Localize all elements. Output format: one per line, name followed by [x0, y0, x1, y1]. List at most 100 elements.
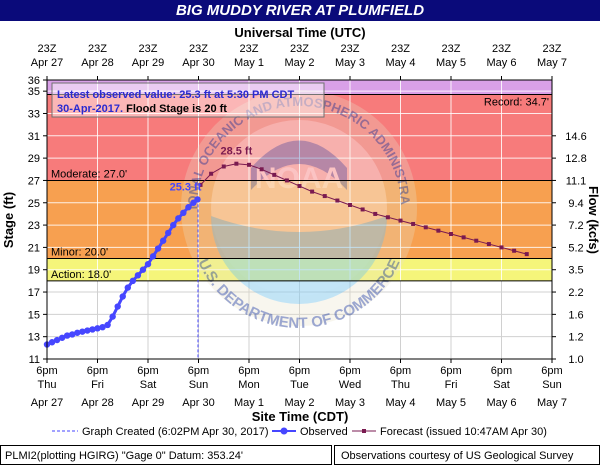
top-axis-title: Universal Time (UTC) — [234, 25, 365, 40]
bottom-tick-label-date: May 7 — [537, 397, 567, 409]
forecast-point — [524, 252, 529, 257]
bottom-tick-label-day: Sat — [493, 379, 510, 391]
observed-point — [58, 334, 66, 341]
bottom-tick-label-day: Mon — [238, 379, 259, 391]
bottom-tick-label-day: Sun — [542, 379, 562, 391]
legend-graph-created-label: Graph Created (6:02PM Apr 30, 2017) — [82, 426, 269, 438]
top-tick-label-date: May 2 — [285, 57, 315, 69]
observed-point — [194, 196, 201, 203]
info-latest-observed: Latest observed value: 25.3 ft at 5:30 P… — [57, 89, 294, 101]
bottom-tick-label-day: Thu — [38, 379, 57, 391]
bottom-tick-label-day: Tue — [290, 379, 309, 391]
y2-tick-label: 1.0 — [568, 354, 583, 366]
top-tick-label-time: 23Z — [391, 43, 410, 55]
data-series: 25.3 ft 28.5 ft — [43, 146, 529, 359]
observed-point — [48, 339, 56, 346]
top-tick-label-date: May 3 — [335, 57, 365, 69]
bottom-tick-label-time: 6pm — [188, 365, 209, 377]
forecast-point — [272, 172, 277, 177]
bottom-tick-label-time: 6pm — [137, 365, 158, 377]
observed-point — [165, 229, 172, 237]
forecast-point — [259, 167, 264, 172]
seal-outer-ring — [181, 90, 417, 326]
y-tick-label: 29 — [28, 153, 40, 165]
footer-right-text: Observations courtesy of US Geological S… — [341, 450, 574, 462]
observed-point — [79, 328, 86, 335]
axis-labels: Universal Time (UTC) Site Time (CDT) Stage… — [1, 25, 600, 424]
forecast-point — [284, 178, 289, 183]
observed-point — [134, 272, 142, 279]
top-tick-label-time: 23Z — [492, 43, 511, 55]
top-tick-label-time: 23Z — [38, 43, 57, 55]
bottom-tick-label-day: Sun — [189, 379, 209, 391]
forecast-point — [461, 235, 466, 240]
y2-tick-label: 14.6 — [565, 131, 586, 143]
bottom-tick-label-time: 6pm — [87, 365, 108, 377]
bottom-tick-label-date: May 4 — [386, 397, 416, 409]
forecast-point — [449, 232, 453, 237]
legend-forecast-marker — [362, 429, 366, 433]
right-axis-title: Flow (kcfs) — [586, 186, 600, 254]
legend-observed-label: Observed — [300, 426, 348, 438]
observed-point — [170, 221, 177, 229]
watermark-center-text: NOAA — [255, 162, 343, 195]
forecast-point — [436, 228, 441, 233]
top-tick-label-date: May 6 — [487, 57, 517, 69]
observed-point — [139, 266, 147, 273]
forecast-point — [247, 162, 251, 167]
top-tick-label-time: 23Z — [189, 43, 208, 55]
top-tick-label-time: 23Z — [442, 43, 461, 55]
info-flood-stage: 30-Apr-2017. Flood Stage is 20 ft — [57, 103, 227, 115]
observed-point — [99, 323, 106, 331]
bottom-tick-label-day: Fri — [445, 379, 458, 391]
threshold-label-action: Action: 18.0' — [51, 269, 111, 281]
top-tick-label-date: May 4 — [386, 57, 416, 69]
forecast-point — [474, 238, 479, 243]
bottom-tick-label-day: Wed — [339, 379, 361, 391]
observed-point — [149, 253, 157, 260]
seal-bird — [251, 140, 347, 190]
top-tick-label-date: May 5 — [436, 57, 466, 69]
bottom-tick-label-time: 6pm — [440, 365, 461, 377]
bottom-tick-label-time: 6pm — [238, 365, 259, 377]
bottom-tick-label-time: 6pm — [289, 365, 310, 377]
y-tick-label: 31 — [28, 131, 40, 143]
seal-inner-disc — [211, 120, 387, 296]
top-tick-label-time: 23Z — [88, 43, 107, 55]
y-tick-label: 27 — [28, 175, 40, 187]
bottom-tick-label-day: Fri — [91, 379, 104, 391]
data-label-observed: 25.3 ft — [170, 181, 202, 193]
forecast-point — [360, 207, 365, 212]
observed-point — [154, 245, 162, 252]
top-tick-label-time: 23Z — [290, 43, 309, 55]
seal-water — [211, 216, 387, 304]
bottom-tick-label-time: 6pm — [390, 365, 411, 377]
y2-tick-label: 12.8 — [565, 153, 586, 165]
y-tick-label: 19 — [28, 265, 40, 277]
y2-tick-label: 5.2 — [568, 242, 583, 254]
y-tick-label: 11 — [29, 354, 40, 366]
y2-tick-label: 1.2 — [568, 332, 583, 344]
forecast-point — [373, 211, 378, 216]
footer-left-text: PLMI2(plotting HGIRG) "Gage 0" Datum: 35… — [5, 450, 243, 462]
forecast-point — [348, 202, 352, 207]
observed-point — [175, 215, 182, 222]
forecast-point — [499, 245, 504, 250]
observed-point — [159, 237, 167, 244]
observed-point — [144, 260, 152, 268]
y2-tick-label: 11.1 — [566, 175, 587, 187]
observed-point — [89, 326, 96, 333]
bottom-tick-label-time: 6pm — [36, 365, 57, 377]
bottom-tick-label-date: Apr 28 — [81, 397, 113, 409]
flood-threshold-lines: Record: 34.7' Moderate: 27.0' Minor: 20.0'… — [47, 82, 552, 282]
threshold-label-minor: Minor: 20.0' — [51, 247, 108, 259]
forecast-point — [297, 184, 302, 189]
forecast-point — [411, 221, 416, 226]
bottom-tick-label-time: 6pm — [541, 365, 562, 377]
bottom-tick-label-date: May 6 — [487, 397, 517, 409]
top-tick-label-date: Apr 30 — [182, 57, 214, 69]
bottom-tick-label-date: May 3 — [335, 397, 365, 409]
observed-point — [94, 325, 101, 332]
legend: Graph Created (6:02PM Apr 30, 2017) Obser… — [0, 426, 600, 465]
